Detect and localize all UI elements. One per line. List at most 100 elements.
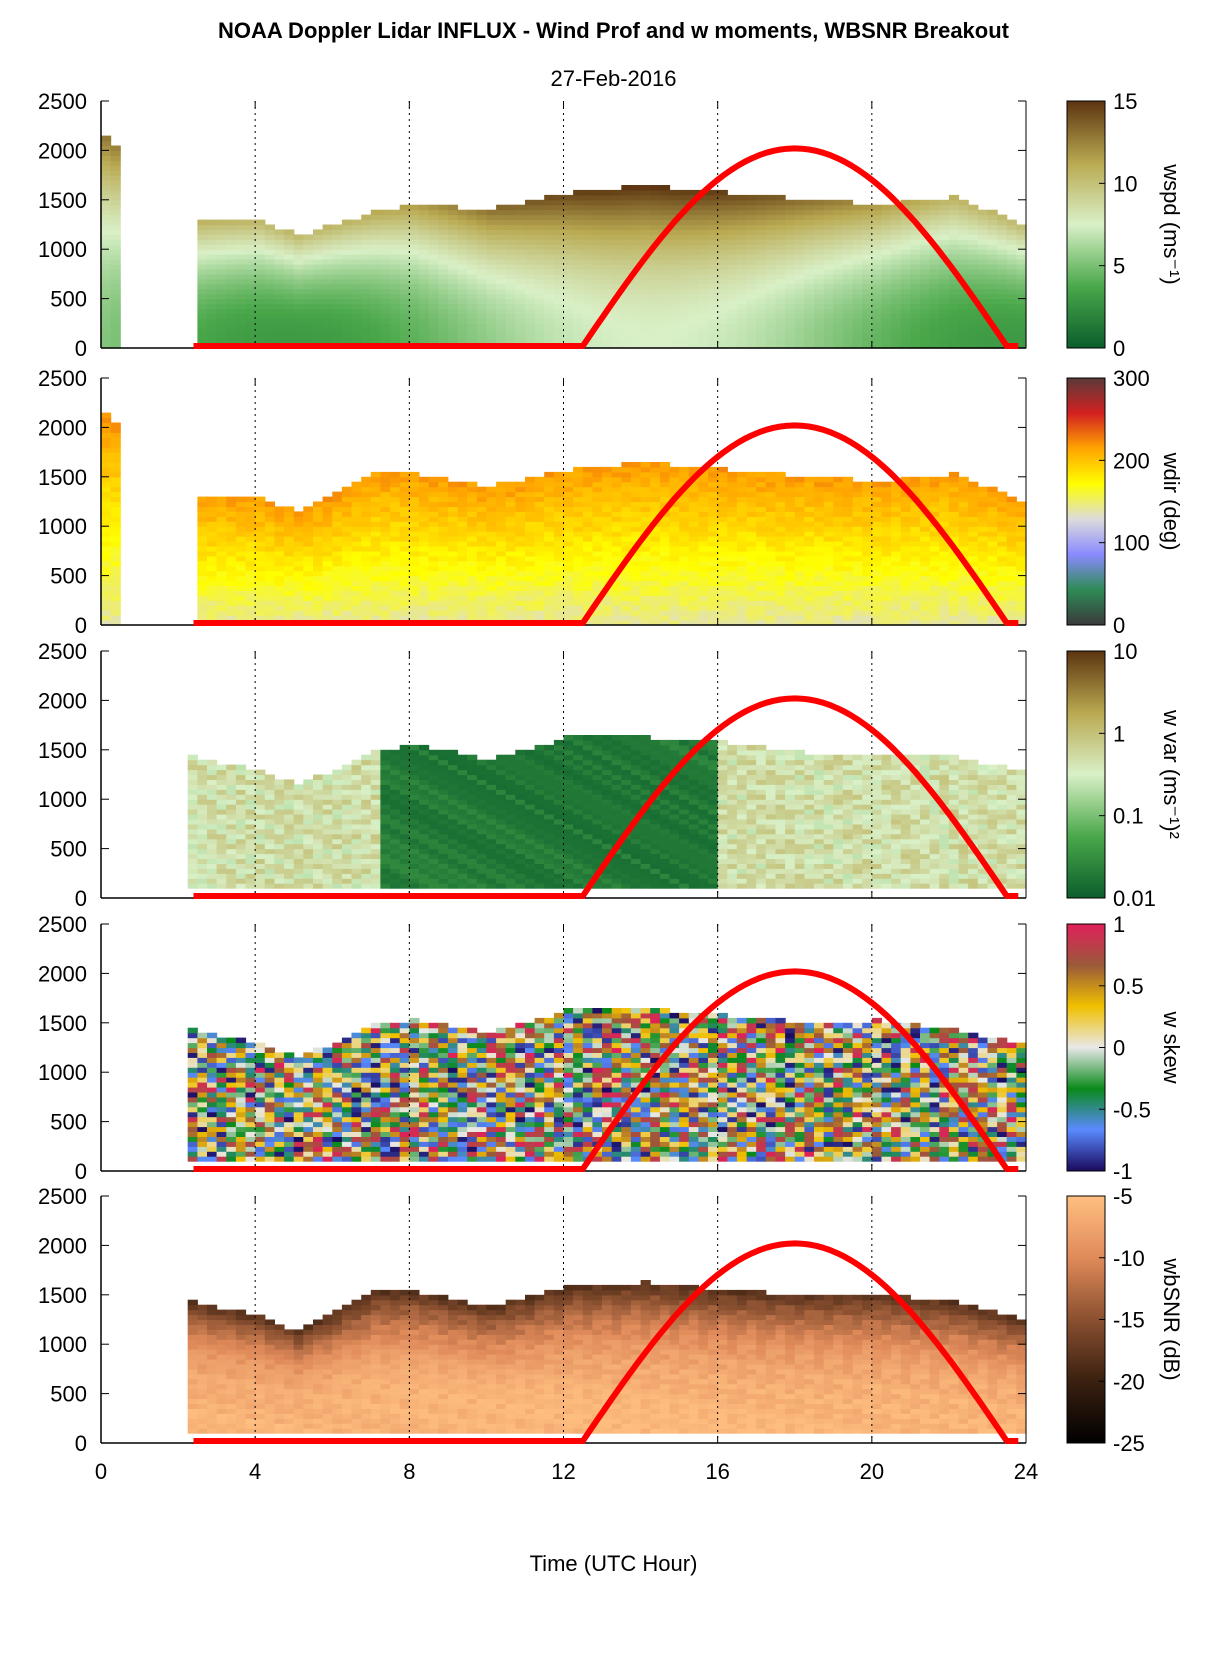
data-cell [736,615,748,621]
data-cell [823,204,834,211]
data-cell [553,476,565,483]
data-cell [515,541,526,547]
data-cell [245,531,256,537]
data-cell [380,298,391,305]
data-cell [881,219,892,226]
data-cell [351,526,362,532]
data-cell [852,481,863,488]
data-cell [293,234,304,240]
data-cell [611,224,622,230]
data-cell [708,333,719,339]
data-cell [659,199,671,206]
data-cell [582,555,593,562]
data-cell [332,333,343,339]
data-cell [255,600,266,606]
data-cell [679,471,690,478]
data-cell [775,610,786,616]
data-cell [447,550,459,557]
data-cell [274,536,285,542]
data-cell [216,298,227,305]
data-cell [303,605,314,611]
data-cell [101,298,112,305]
data-cell [235,610,247,616]
data-cell [881,555,892,562]
data-cell [852,229,863,235]
data-cell [409,249,420,255]
data-cell [958,259,969,265]
data-cell [207,278,218,285]
data-cell [640,283,651,290]
data-cell [592,575,603,582]
data-cell [842,328,854,334]
data-cell [602,224,613,230]
data-cell [669,590,680,596]
data-cell [1006,333,1017,339]
data-cell [409,318,420,324]
data-cell [101,427,112,433]
data-cell [708,273,719,280]
data-cell [216,580,227,586]
data-cell [351,303,362,309]
data-cell [862,303,873,309]
data-cell [794,521,805,527]
data-cell [794,209,805,216]
data-cell [736,521,748,527]
data-cell [765,273,776,280]
data-cell [341,254,353,260]
data-cell [659,185,671,191]
data-cell [881,506,892,512]
data-cell [977,249,988,255]
data-cell [467,516,478,522]
data-cell [245,273,256,280]
data-cell [447,269,459,275]
data-cell [409,585,420,591]
data-cell [457,541,468,547]
data-cell [409,501,420,507]
data-cell [669,328,680,334]
data-cell [255,249,266,255]
data-cell [505,209,516,216]
data-cell [496,323,507,329]
data-cell [948,328,960,334]
data-cell [987,249,998,255]
data-cell [110,199,121,206]
data-cell [101,219,112,226]
data-cell [216,541,227,547]
data-cell [505,239,516,245]
data-cell [823,278,834,285]
data-cell [746,249,757,255]
data-cell [573,550,584,557]
data-cell [255,318,266,324]
data-cell [101,288,112,295]
data-cell [553,555,565,562]
data-cell [852,219,863,226]
data-cell [207,595,218,601]
data-cell [582,605,593,611]
data-cell [457,610,468,616]
data-cell [698,214,709,221]
data-cell [582,303,593,309]
data-cell [881,620,892,626]
data-cell [515,283,526,290]
data-cell [756,333,767,339]
data-cell [274,298,285,305]
data-cell [303,580,314,586]
data-cell [390,214,401,221]
data-cell [688,254,699,260]
data-cell [255,288,266,295]
data-cell [438,541,449,547]
data-cell [736,481,748,488]
data-cell [341,565,353,572]
data-cell [110,437,121,443]
data-cell [409,209,420,216]
data-cell [630,526,642,532]
data-cell [370,555,381,562]
data-cell [235,511,247,517]
data-cell [303,323,314,329]
data-cell [929,259,940,265]
data-cell [602,555,613,562]
data-cell [823,328,834,334]
data-cell [679,555,690,562]
data-cell [842,516,854,522]
data-cell [640,560,651,567]
